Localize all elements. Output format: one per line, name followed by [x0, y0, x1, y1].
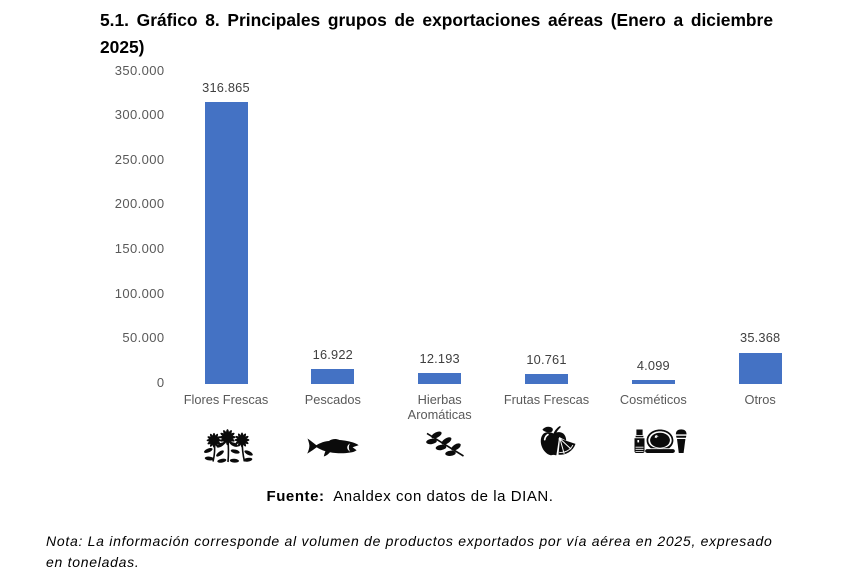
bar [418, 373, 462, 384]
source-line: Fuente: Analdex con datos de la DIAN. [0, 487, 820, 506]
value-label: 12.193 [419, 350, 460, 366]
source-label: Fuente: [266, 488, 325, 505]
bar [738, 352, 782, 384]
fish-icon [306, 436, 360, 457]
herb-icon [425, 431, 465, 458]
category-label: Pescados [304, 391, 361, 407]
value-label: 4.099 [636, 358, 670, 374]
source-text: Analdex con datos de la DIAN. [333, 488, 554, 505]
category-label: Frutas Frescas [503, 391, 590, 407]
y-tick-label: 100.000 [114, 285, 165, 301]
y-tick-label: 200.000 [114, 196, 165, 212]
cosmetics-icon [632, 428, 688, 454]
fruit-icon [533, 425, 577, 457]
y-tick-label: 250.000 [114, 151, 165, 167]
value-label: 316.865 [202, 79, 250, 95]
bar [631, 380, 675, 384]
bar [204, 101, 248, 384]
y-tick-label: 300.000 [114, 107, 165, 123]
bar [525, 374, 569, 384]
category-label: Flores Frescas [183, 391, 269, 407]
y-tick-label: 350.000 [114, 62, 165, 78]
y-tick-label: 0 [156, 374, 165, 390]
category-label: Otros [744, 391, 776, 407]
value-label: 10.761 [526, 352, 567, 368]
category-label: Hierbas Aromáticas [407, 391, 472, 423]
value-label: 16.922 [312, 346, 353, 362]
value-label: 35.368 [740, 330, 781, 346]
y-tick-label: 150.000 [114, 241, 165, 256]
chart-heading: 5.1. Gráfico 8. Principales grupos de ex… [100, 10, 773, 57]
category-label: Cosméticos [619, 391, 687, 407]
flowers-icon [202, 428, 255, 464]
bar [311, 368, 355, 384]
note-text: Nota: La información corresponde al volu… [46, 532, 773, 571]
y-tick-label: 50.000 [122, 330, 165, 346]
